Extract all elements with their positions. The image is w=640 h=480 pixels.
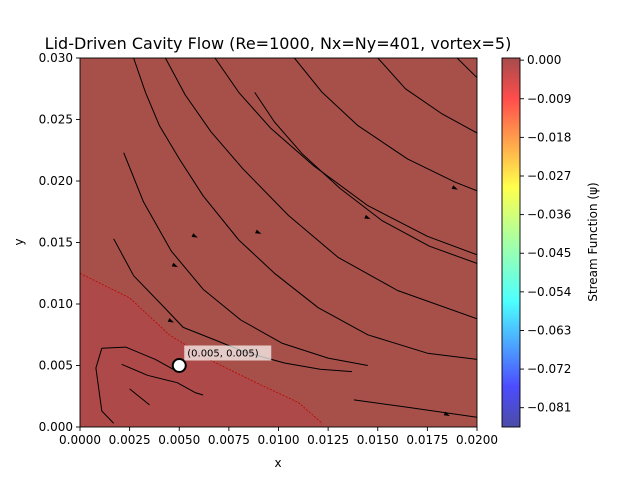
x-tick-label: 0.0000 [59,433,101,447]
streamline-9 [214,58,477,256]
streamline-6 [353,399,477,418]
streamline-5 [254,92,477,264]
y-tick-label: 0.015 [39,236,73,250]
streamline-arrow-4 [171,262,178,268]
x-axis-label: x [274,456,281,470]
lower-contour-band [80,273,325,427]
marker-label: (0.005, 0.005) [187,349,259,360]
streamline-arrow-6 [443,411,450,416]
streamline-arrow-5 [167,318,175,323]
streamline-11 [377,58,477,134]
colorbar-tick-label: −0.009 [527,92,571,106]
streamline-10 [294,58,477,192]
colorbar-tick-label: 0.000 [527,53,561,67]
colorbar-gradient [502,58,520,427]
streamline-12 [456,58,477,79]
x-tick-label: 0.0200 [456,433,498,447]
streamline-arrow-3 [451,185,458,190]
colorbar-tick-label: −0.081 [527,401,571,415]
y-axis-label: y [12,238,26,245]
colorbar-tick-label: −0.018 [527,130,571,144]
colorbar-tick-label: −0.072 [527,362,571,376]
colorbar-frame [501,57,521,428]
marker-label-box [184,345,272,361]
streamline-arrow-0 [191,233,198,238]
colorbar-tick-label: −0.036 [527,208,571,222]
chart-title: Lid-Driven Cavity Flow (Re=1000, Nx=Ny=4… [45,34,512,53]
x-tick-label: 0.0100 [258,433,300,447]
x-tick-label: 0.0175 [406,433,448,447]
streamline-arrow-1 [255,229,262,234]
x-tick-label: 0.0125 [307,433,349,447]
x-tick-label: 0.0050 [158,433,200,447]
y-tick-label: 0.030 [39,51,73,65]
y-tick-label: 0.005 [39,359,73,373]
colorbar: 0.000 −0.009 −0.018 −0.027 −0.036 −0.045 −0.05… [501,53,600,428]
colorbar-tick-label: −0.063 [527,323,571,337]
x-axis-ticks: 0.0000 0.0025 0.0050 0.0075 0.0100 0.0125 0.01… [59,427,498,447]
colorbar-tick-label: −0.027 [527,169,571,183]
streamline-8 [164,58,477,320]
x-tick-label: 0.0150 [357,433,399,447]
y-tick-label: 0.025 [39,113,73,127]
streamline-3 [113,238,352,373]
streamline-arrows [167,185,458,416]
streamlines [95,58,477,424]
streamline-2 [95,346,176,424]
colorbar-tick-label: −0.045 [527,246,571,260]
streamline-4 [123,152,368,366]
streamline-arrow-2 [364,214,371,220]
y-tick-label: 0.000 [39,420,73,434]
x-tick-label: 0.0075 [208,433,250,447]
x-tick-label: 0.0025 [109,433,151,447]
plot-area: 0.0000 0.0025 0.0050 0.0075 0.0100 0.0125 0.01… [39,51,498,447]
streamline-1 [121,363,204,396]
colorbar-ticks: 0.000 −0.009 −0.018 −0.027 −0.036 −0.045 −0.05… [520,53,571,415]
y-axis-ticks: 0.000 0.005 0.010 0.015 0.020 0.025 0.030 [39,51,80,434]
streamline-7 [133,58,477,360]
y-tick-label: 0.020 [39,174,73,188]
streamline-0 [129,388,150,406]
vortex-marker: (0.005, 0.005) [171,345,272,373]
vortex-center-point [171,358,187,373]
y-tick-label: 0.010 [39,297,73,311]
colorbar-label: Stream Function (ψ) [586,182,600,301]
colorbar-tick-label: −0.054 [527,285,571,299]
